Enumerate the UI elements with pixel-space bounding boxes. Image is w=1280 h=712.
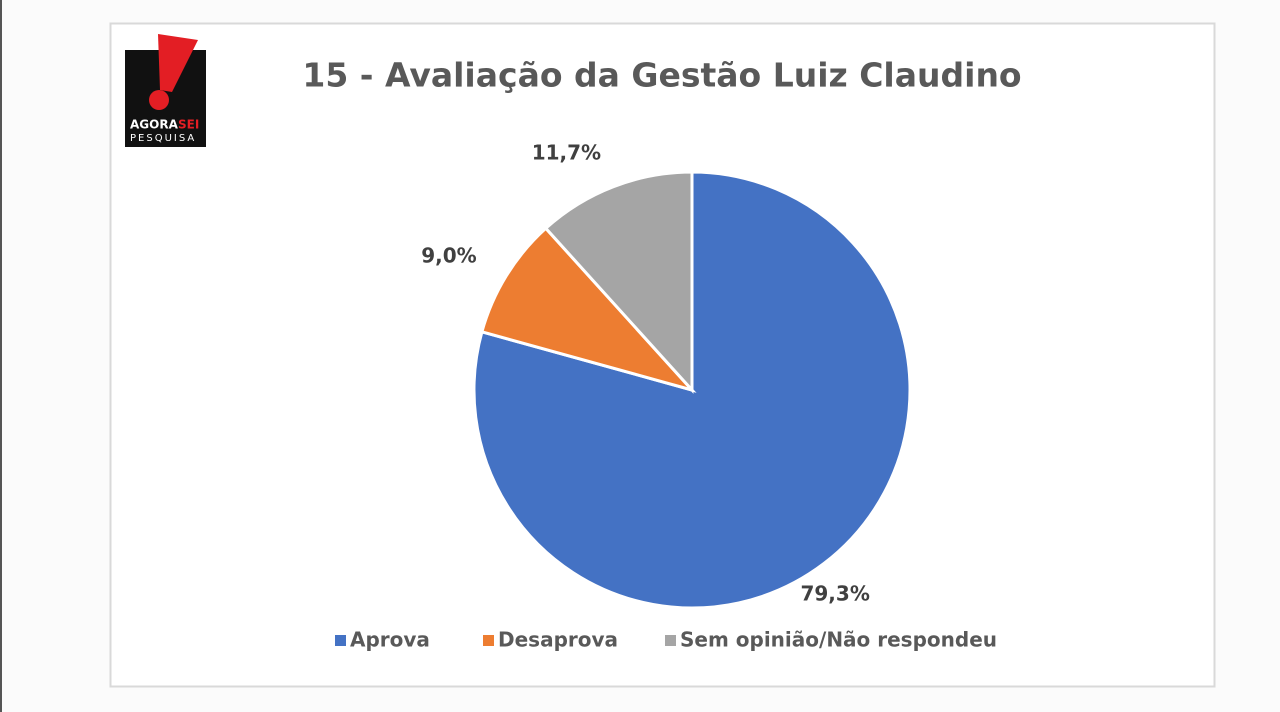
legend-label: Aprova [350, 628, 430, 652]
pie-slice [480, 226, 697, 393]
logo-text: PESQUISA [130, 133, 196, 144]
logo-text: AGORA [130, 118, 179, 132]
logo-dot [149, 90, 169, 110]
left-edge [0, 0, 2, 712]
data-label: 79,3% [800, 582, 869, 606]
pie-slice [543, 170, 694, 394]
legend-label: Sem opinião/Não respondeu [680, 628, 997, 652]
logo-mark [158, 34, 198, 92]
legend-swatch [483, 635, 494, 646]
data-label: 9,0% [421, 244, 476, 268]
legend-label: Desaprova [498, 628, 618, 652]
chart-title: 15 - Avaliação da Gestão Luiz Claudino [302, 56, 1021, 95]
logo-text: SEI [178, 118, 199, 132]
logo: AGORA SEI PESQUISA [125, 34, 206, 147]
data-label: 11,7% [532, 140, 601, 164]
legend-swatch [335, 635, 346, 646]
legend-swatch [665, 635, 676, 646]
